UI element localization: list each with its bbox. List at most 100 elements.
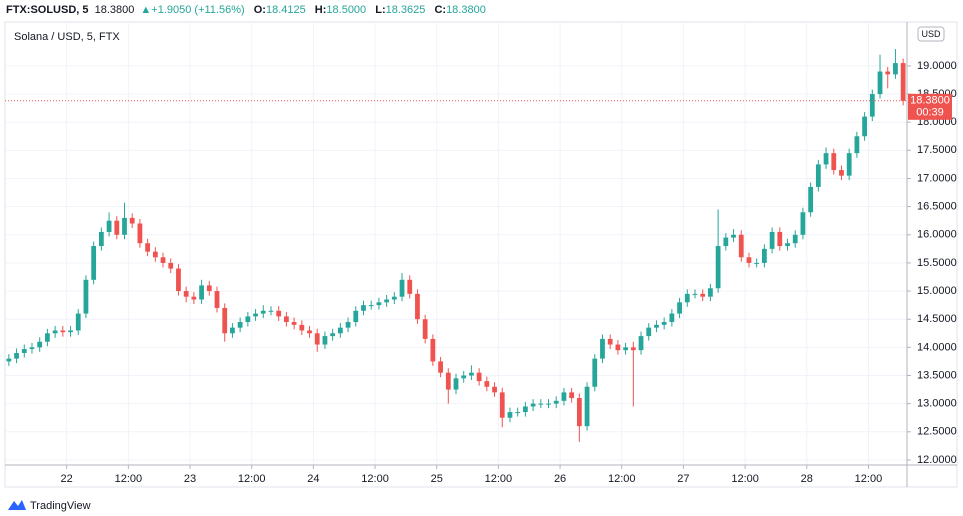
candle-body	[877, 71, 883, 95]
candle-body	[222, 307, 228, 334]
candle-body	[314, 333, 320, 345]
candle-body	[260, 310, 266, 314]
candle-body	[330, 333, 336, 337]
candle-body	[14, 352, 19, 359]
x-tick-label: 25	[431, 473, 443, 485]
candle-body	[122, 217, 127, 235]
candle-body	[83, 279, 89, 314]
header: FTX:SOLUSD, 5 18.3800 ▲+1.9050 (+11.56%)…	[6, 4, 492, 16]
candle-body	[885, 71, 891, 75]
candle-body	[29, 347, 35, 350]
candle-body	[638, 336, 644, 351]
price-tag-label: 18.3800	[910, 95, 950, 107]
l-value: 18.3625	[385, 4, 426, 16]
candle-body	[846, 153, 852, 176]
change-text: +1.9050 (+11.56%)	[151, 4, 245, 16]
x-tick-label: 26	[554, 473, 566, 485]
x-tick-label: 22	[61, 473, 73, 485]
y-tick-label: 15.0000	[917, 285, 957, 297]
candle-body	[646, 327, 652, 337]
candle-body	[854, 136, 860, 154]
candle-body	[669, 313, 675, 323]
candle-body	[654, 324, 659, 328]
candle-body	[268, 310, 274, 312]
candle-body	[214, 291, 220, 308]
candle-body	[484, 381, 490, 387]
logo[interactable]: TradingView	[8, 500, 91, 512]
candle-body	[515, 412, 521, 414]
y-tick-label: 17.0000	[917, 172, 957, 184]
legend: Solana / USD, 5, FTX	[14, 31, 120, 43]
candle-body	[623, 347, 628, 351]
o-value: 18.4125	[265, 4, 306, 16]
candle-body	[592, 358, 598, 387]
y-tick-label: 14.5000	[917, 313, 957, 325]
candle-body	[746, 257, 752, 263]
change: ▲+1.9050 (+11.56%)	[140, 4, 245, 16]
x-tick-label: 12:00	[855, 473, 883, 485]
h-label: H:	[314, 4, 327, 16]
candle-body	[723, 237, 729, 247]
candle-body	[384, 299, 390, 303]
candle-body	[422, 319, 428, 339]
candle-body	[307, 330, 312, 334]
candle-body	[530, 403, 536, 407]
y-tick-label: 13.5000	[917, 369, 957, 381]
ohlc-h: H:18.5000	[315, 4, 369, 16]
h-value: 18.5000	[326, 4, 367, 16]
candle-body	[230, 327, 235, 334]
candle-body	[630, 347, 636, 351]
currency: USD	[921, 29, 941, 39]
candle-body	[893, 63, 898, 75]
candle-body	[445, 372, 451, 390]
symbol: FTX:SOLUSD, 5	[6, 4, 89, 16]
candle-body	[60, 330, 66, 333]
candle-body	[376, 302, 382, 306]
candle-body	[761, 248, 767, 263]
candle-body	[677, 302, 682, 314]
brand: TradingView	[30, 500, 91, 512]
price-tag-countdown: 00:39	[916, 107, 944, 119]
candle-body	[546, 403, 551, 405]
candle-body	[430, 338, 436, 362]
candle-body	[823, 153, 829, 165]
candle-body	[600, 338, 605, 359]
candle-body	[284, 316, 289, 323]
candle-body	[461, 375, 467, 379]
candle-body	[492, 386, 497, 393]
candle-body	[785, 243, 790, 247]
candle-body	[245, 316, 251, 323]
candle-body	[391, 296, 397, 300]
y-tick-label: 17.5000	[917, 144, 957, 156]
candle-body	[738, 234, 744, 258]
candle-body	[160, 257, 166, 263]
candle-body	[291, 322, 297, 325]
currency-badge[interactable]	[917, 26, 945, 42]
x-tick-label: 12:00	[238, 473, 266, 485]
candle-body	[183, 291, 189, 297]
ohlc-o: O:18.4125	[254, 4, 309, 16]
candle-body	[800, 212, 806, 235]
y-tick-label: 13.0000	[917, 398, 957, 410]
candle-body	[152, 251, 158, 258]
grid	[5, 22, 907, 465]
x-tick-label: 28	[801, 473, 813, 485]
candle-body	[476, 372, 482, 382]
candle-body	[553, 400, 559, 404]
ohlc-l: L:18.3625	[375, 4, 428, 16]
candle-body	[137, 223, 143, 244]
candle-body	[106, 220, 112, 232]
candle-body	[237, 322, 243, 328]
candle-body	[862, 116, 867, 137]
y-tick-label: 14.0000	[917, 341, 957, 353]
candle-body	[176, 268, 181, 292]
candle-body	[368, 305, 374, 307]
c-label: C:	[434, 4, 447, 16]
x-tick-label: 24	[307, 473, 319, 485]
candle-body	[206, 285, 212, 292]
candle-body	[615, 344, 621, 351]
candle-body	[769, 231, 775, 249]
candle-body	[361, 305, 366, 311]
y-tick-label: 12.0000	[917, 454, 957, 466]
